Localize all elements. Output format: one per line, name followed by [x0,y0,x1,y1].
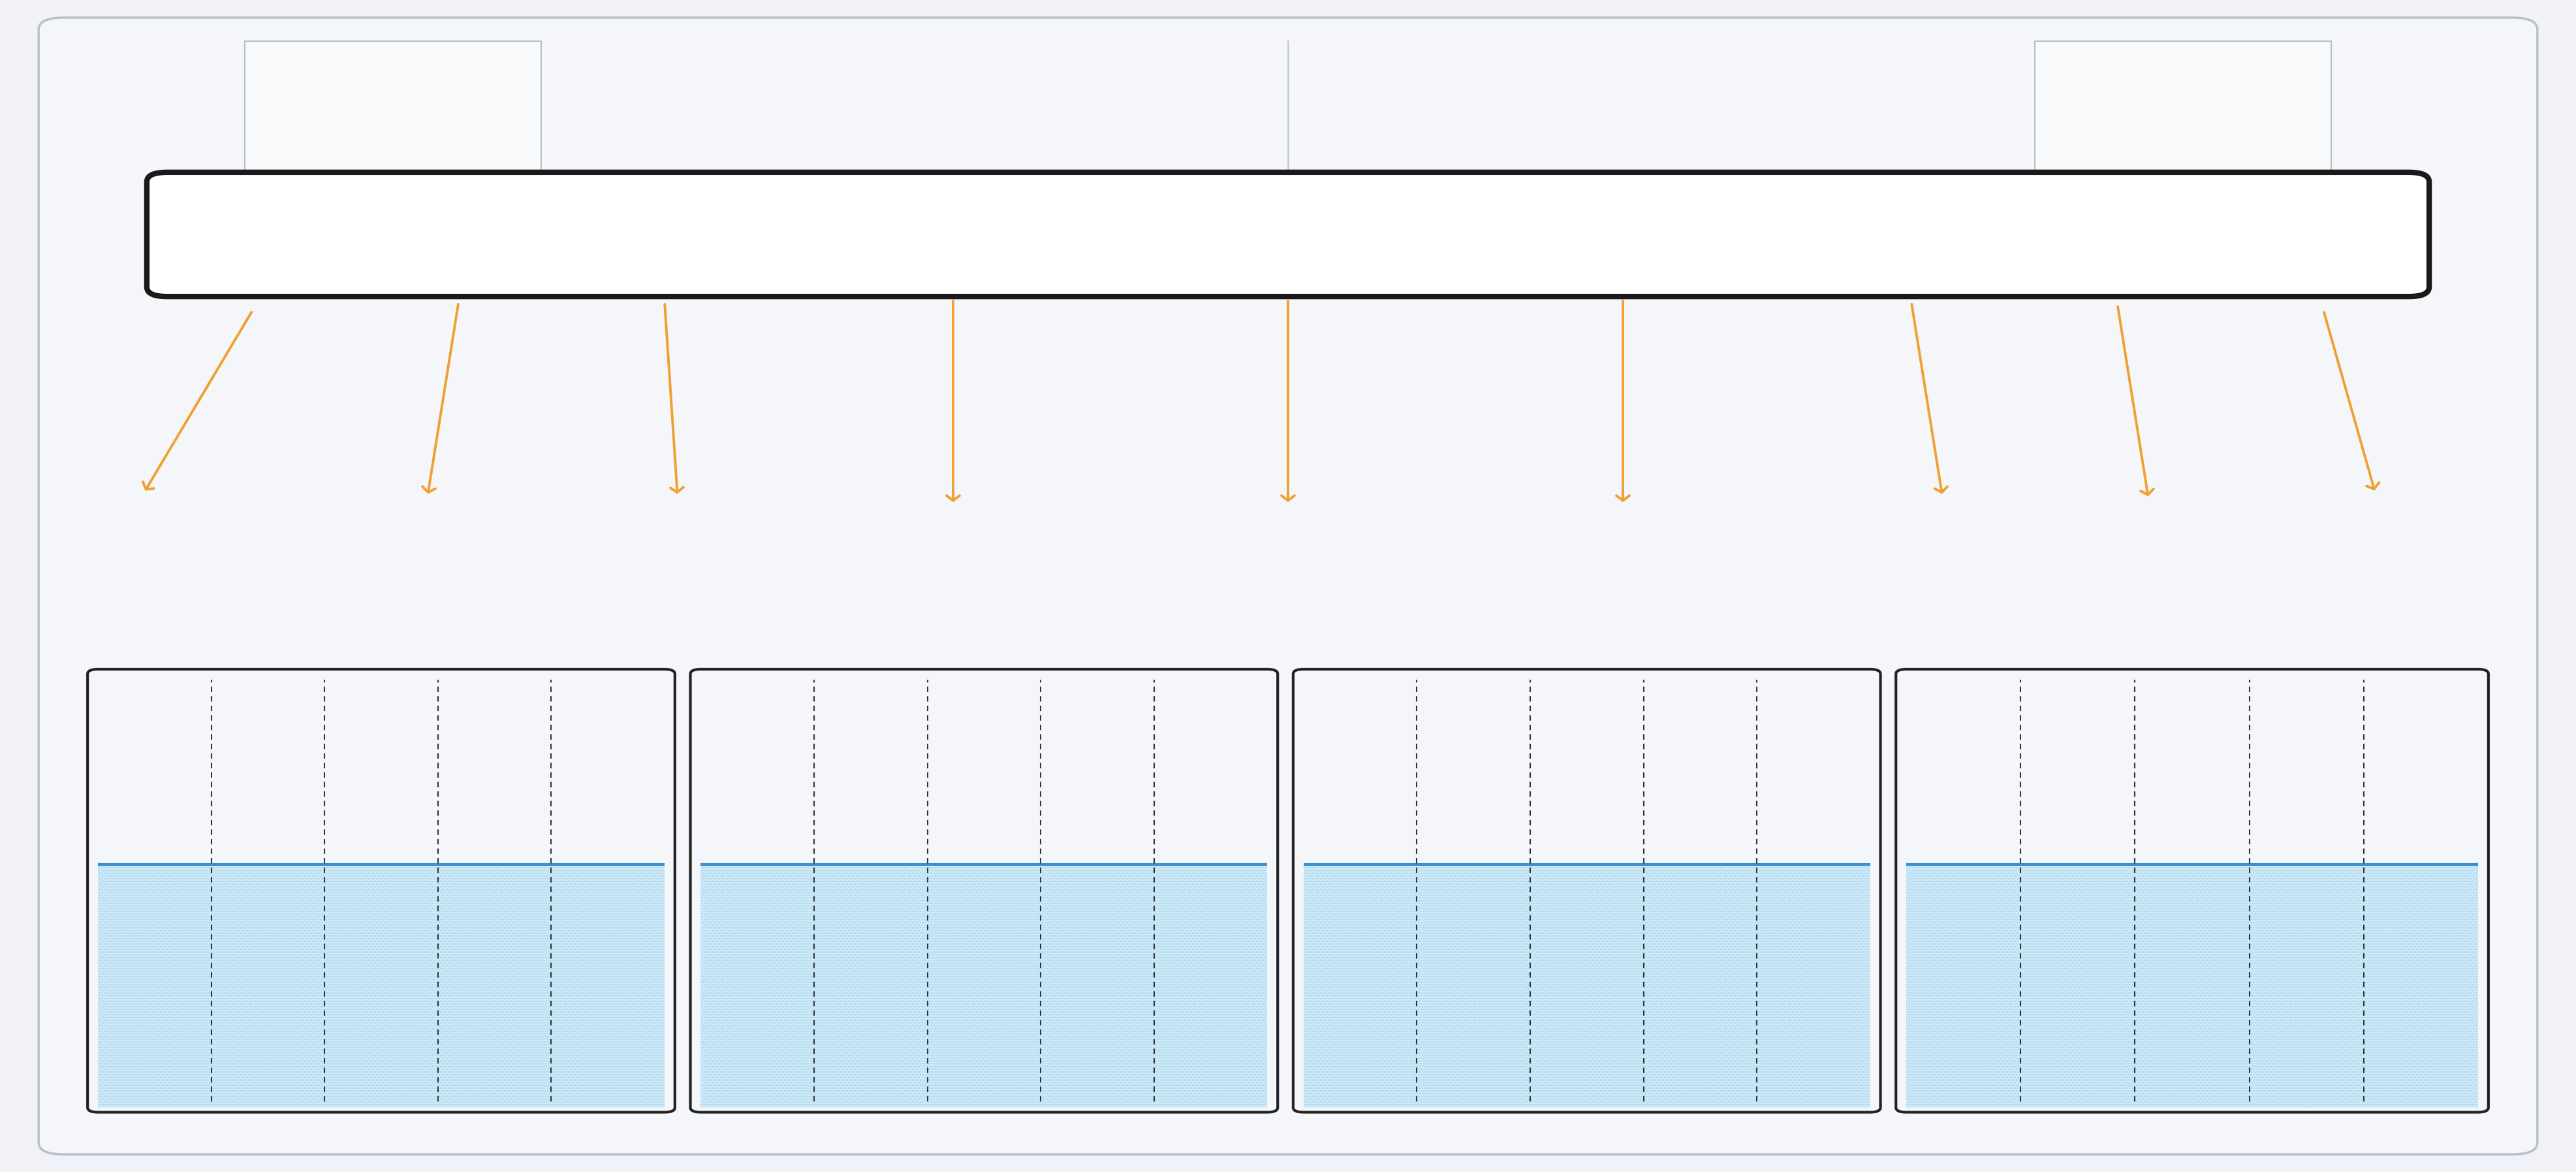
Bar [701,865,1267,1108]
FancyBboxPatch shape [39,18,2537,1154]
FancyBboxPatch shape [147,172,2429,297]
Bar [701,865,1267,1108]
Bar [1303,865,1870,1108]
Bar [1906,865,2478,1108]
Bar [245,41,541,182]
Bar [98,865,665,1108]
Bar [1303,865,1870,1108]
Bar [1906,865,2478,1108]
Bar [98,865,665,1108]
Bar [2035,41,2331,182]
